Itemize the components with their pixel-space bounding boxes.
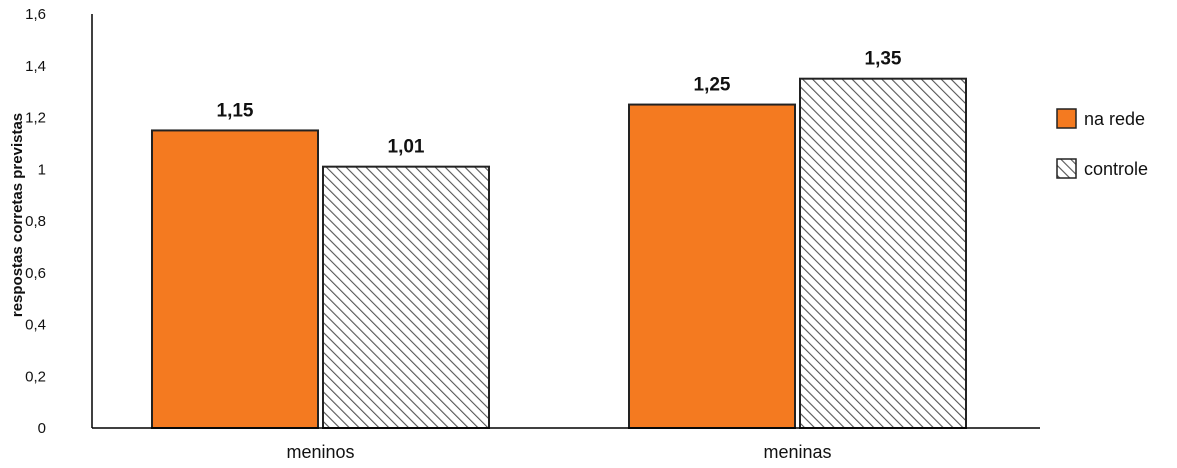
legend: na rede controle — [1056, 108, 1148, 179]
data-label: 1,01 — [388, 137, 425, 158]
y-tick-label: 1 — [38, 161, 46, 178]
bar-controle-meninas — [799, 77, 967, 429]
bars — [151, 77, 967, 429]
data-label: 1,15 — [217, 100, 254, 121]
category-label: meninas — [763, 442, 831, 462]
y-tick-label: 0,6 — [25, 265, 46, 282]
data-label: 1,35 — [865, 49, 902, 70]
legend-label: controle — [1084, 159, 1148, 179]
category-label: meninos — [286, 442, 354, 462]
y-tick-label: 1,2 — [25, 110, 46, 127]
bar-na-rede-meninas — [628, 103, 796, 429]
y-tick-label: 1,4 — [25, 58, 46, 75]
y-axis-ticks: 0 0,2 0,4 0,6 0,8 1 1,2 1,4 1,6 — [25, 6, 46, 437]
y-tick-label: 0,8 — [25, 213, 46, 230]
y-tick-label: 0,2 — [25, 368, 46, 385]
legend-swatch-na-rede — [1056, 108, 1077, 129]
data-label: 1,25 — [694, 75, 731, 96]
y-axis-title: respostas corretas previstas — [9, 113, 26, 317]
legend-label: na rede — [1084, 109, 1145, 129]
y-tick-label: 1,6 — [25, 6, 46, 23]
bar-controle-meninos — [322, 165, 490, 429]
y-tick-label: 0 — [38, 420, 46, 437]
data-labels: 1,15 1,01 1,25 1,35 — [217, 49, 902, 158]
y-tick-label: 0,4 — [25, 317, 46, 334]
category-labels: meninos meninas — [286, 442, 831, 462]
bar-na-rede-meninos — [151, 129, 319, 429]
legend-swatch-controle — [1056, 158, 1077, 179]
